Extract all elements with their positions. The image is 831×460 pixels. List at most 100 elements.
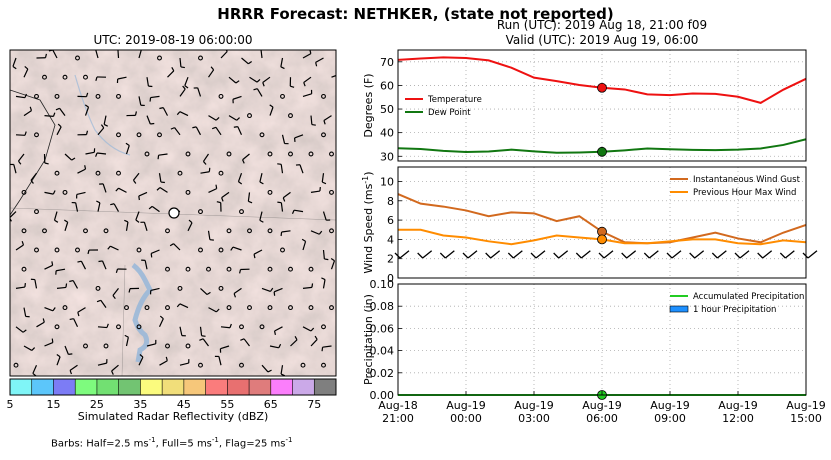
wind-barb: [55, 107, 66, 116]
wind-barb: [179, 326, 186, 337]
wind-barb: [228, 76, 240, 84]
wind-barb: [84, 104, 90, 116]
calm-station-circle: [198, 247, 203, 253]
calm-station-circle: [157, 55, 162, 61]
wind-barb: [261, 364, 272, 373]
calm-station-circle: [321, 132, 326, 138]
wind-barb: [176, 303, 189, 309]
colorbar-tick-label: 15: [46, 398, 60, 411]
wind-barb: [69, 318, 79, 328]
wind-barb: [56, 123, 62, 136]
calm-station-circle: [288, 266, 293, 272]
calm-station-circle: [218, 247, 224, 253]
calm-station-circle: [288, 151, 293, 157]
reflectivity-colorbar: 5 15 25 35 45 55 65 75: [7, 378, 337, 411]
calm-station-circle: [218, 93, 224, 99]
wind-barb: [208, 307, 220, 313]
calm-station-circle: [267, 151, 273, 157]
wind-barb: [315, 57, 324, 67]
calm-station-circle: [185, 266, 191, 272]
colorbar-tick-label: 35: [133, 398, 147, 411]
wind-barb: [44, 307, 56, 312]
wind-barb: [30, 278, 38, 289]
wind-barb: [12, 57, 17, 70]
wind-barb: [291, 209, 304, 215]
wind-barb: [200, 167, 211, 174]
wind-barb: [112, 288, 119, 300]
wind-barb: [64, 219, 69, 231]
wind-barb: [200, 287, 211, 296]
wind-barb: [249, 76, 261, 83]
wind-barb: [158, 315, 164, 328]
colorbar-swatch: [227, 379, 250, 395]
calm-station-circle: [157, 132, 162, 138]
calm-station-circle: [116, 170, 121, 176]
calm-station-circle: [239, 362, 244, 368]
calm-station-circle: [185, 151, 191, 157]
calm-station-circle: [136, 132, 142, 138]
wind-barb: [23, 106, 33, 117]
wind-barb: [23, 66, 29, 78]
wind-barb: [159, 107, 169, 116]
wind-barb: [179, 85, 186, 97]
calm-station-circle: [124, 305, 129, 311]
wind-barb: [15, 326, 27, 333]
wind-barb: [76, 191, 86, 199]
wind-barb: [259, 173, 264, 185]
wind-barb: [107, 245, 119, 251]
wind-barb: [149, 95, 160, 102]
wind-barb: [193, 87, 202, 97]
colorbar-swatch: [75, 379, 98, 395]
wind-barb: [167, 67, 175, 78]
calm-station-circle: [95, 170, 101, 176]
wind-barb: [96, 299, 107, 308]
wind-barb: [69, 279, 79, 289]
wind-barb: [253, 249, 263, 259]
wind-barb: [321, 173, 327, 185]
colorbar-swatch: [140, 379, 163, 395]
calm-station-circle: [83, 74, 88, 80]
calm-station-circle: [95, 93, 101, 99]
calm-station-circle: [226, 305, 232, 311]
wind-barb: [330, 257, 336, 270]
calm-station-circle: [280, 93, 285, 99]
calm-station-circle: [144, 151, 150, 157]
wind-barb: [202, 153, 209, 165]
calm-station-circle: [247, 228, 252, 234]
wind-barb: [323, 115, 332, 125]
calm-station-circle: [136, 324, 142, 330]
colorbar-swatch: [53, 379, 76, 395]
wind-barb: [64, 345, 73, 355]
colorbar-swatch: [314, 379, 337, 395]
wind-barb: [280, 230, 291, 237]
calm-station-circle: [34, 247, 39, 253]
wind-barb: [110, 203, 120, 212]
colorbar-swatch: [205, 379, 228, 395]
calm-station-circle: [165, 266, 170, 272]
colorbar-swatch: [183, 379, 207, 395]
wind-barb: [124, 334, 129, 347]
colorbar-tick-label: 75: [307, 398, 321, 411]
wind-barb: [44, 338, 54, 347]
wind-barb: [179, 57, 185, 69]
calm-station-circle: [247, 305, 252, 311]
wind-barb: [269, 104, 274, 116]
wind-barb: [273, 326, 283, 336]
wind-barb: [290, 335, 298, 347]
wind-barb: [232, 95, 242, 104]
calm-station-circle: [21, 228, 27, 234]
wind-barb: [242, 153, 250, 164]
wind-barb: [259, 211, 264, 223]
wind-barb: [95, 152, 107, 157]
wind-barb: [310, 115, 316, 126]
calm-station-circle: [21, 189, 27, 195]
wind-barb: [15, 240, 25, 251]
calm-station-circle: [54, 247, 60, 253]
colorbar-tick-label: 5: [7, 398, 14, 411]
wind-barb: [322, 249, 329, 261]
calm-station-circle: [218, 170, 224, 176]
wind-barb: [216, 201, 222, 212]
wind-barb: [277, 163, 284, 174]
wind-barb: [169, 243, 181, 251]
wind-barb: [281, 134, 289, 145]
